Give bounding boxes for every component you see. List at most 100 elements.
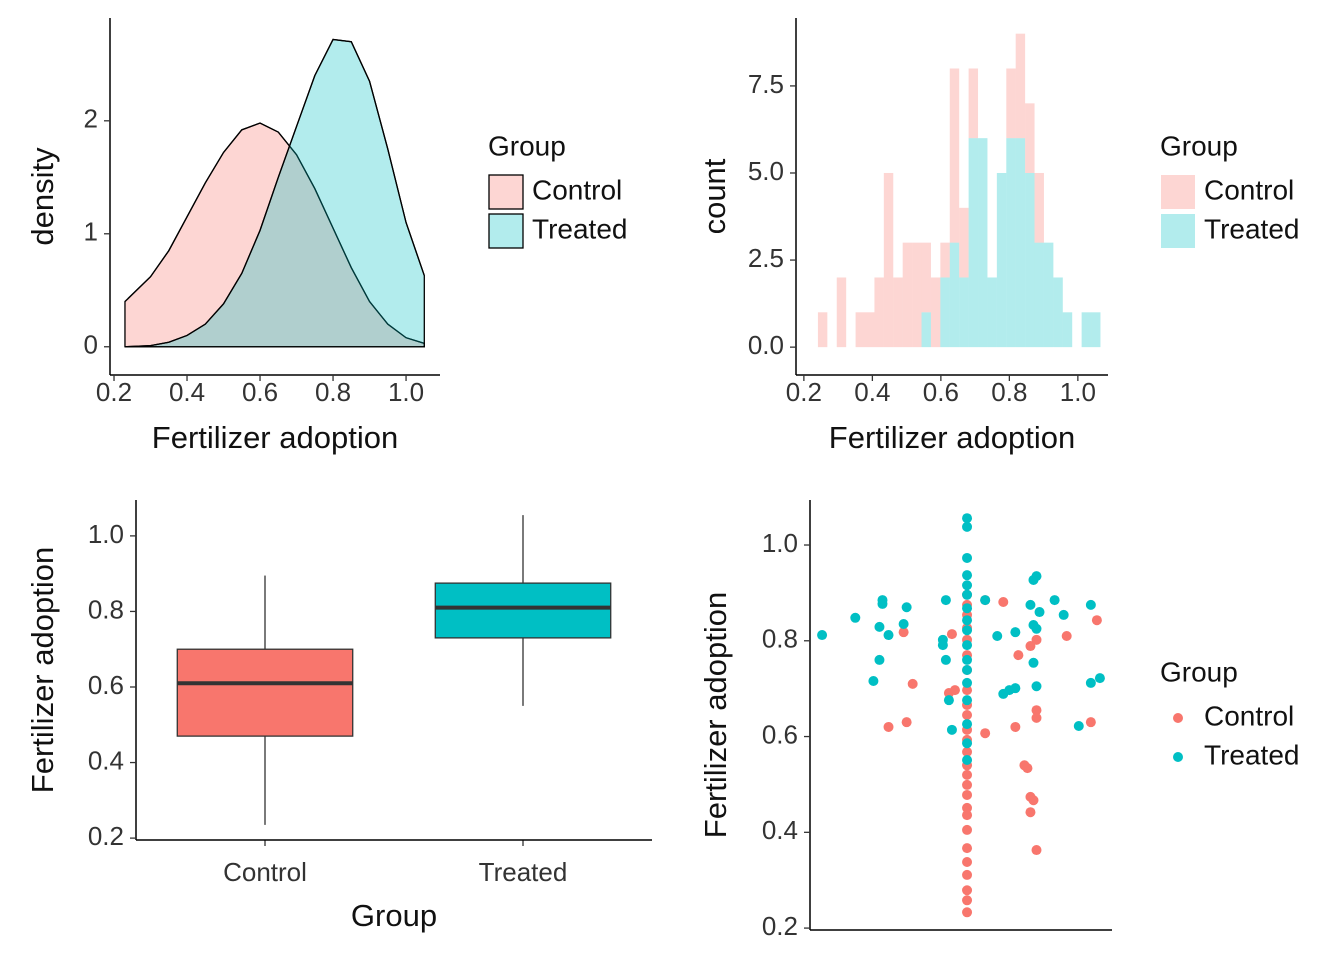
y-tick-label: 0.8 xyxy=(88,594,124,624)
point xyxy=(962,907,973,918)
y-tick-label: 0.4 xyxy=(88,745,124,775)
y-tick-label: 5.0 xyxy=(748,156,784,186)
point xyxy=(1031,845,1042,856)
point xyxy=(1049,595,1060,606)
point xyxy=(817,630,828,641)
histogram-bar xyxy=(978,138,988,348)
histogram-bar xyxy=(959,207,969,278)
histogram-bar xyxy=(968,138,979,348)
point xyxy=(962,685,973,696)
histogram-bar xyxy=(959,277,969,348)
point xyxy=(1010,627,1021,638)
x-tick-label: 0.8 xyxy=(315,377,351,407)
x-tick-label: 0.2 xyxy=(786,377,822,407)
point xyxy=(949,685,960,696)
point xyxy=(946,724,957,735)
y-tick-label: 0.2 xyxy=(88,821,124,851)
histogram-bar xyxy=(865,312,875,348)
histogram-bar xyxy=(940,277,950,348)
point xyxy=(1085,717,1096,728)
legend-key xyxy=(1173,713,1183,723)
histogram-bar xyxy=(883,172,894,348)
point xyxy=(883,630,894,641)
point xyxy=(937,640,948,651)
y-tick-label: 0 xyxy=(84,330,98,360)
point xyxy=(940,654,951,665)
point xyxy=(962,769,973,780)
point xyxy=(1034,607,1045,618)
point xyxy=(1025,807,1036,818)
point xyxy=(883,721,894,732)
legend-title: Group xyxy=(488,130,566,161)
point xyxy=(940,595,951,606)
point xyxy=(1073,721,1084,732)
y-tick-label: 7.5 xyxy=(748,69,784,99)
histogram-bar xyxy=(930,277,941,348)
histogram-bar xyxy=(1081,312,1092,348)
histogram-bar xyxy=(1015,33,1026,139)
point xyxy=(962,810,973,821)
point xyxy=(868,676,879,687)
point xyxy=(962,580,973,591)
y-tick-label: 1 xyxy=(84,217,98,247)
point xyxy=(898,627,909,638)
point xyxy=(1022,763,1033,774)
point xyxy=(1031,634,1042,645)
histogram-bar xyxy=(1091,312,1101,348)
histogram-bar xyxy=(1062,312,1073,348)
point xyxy=(992,630,1003,641)
legend-title: Group xyxy=(1160,130,1238,161)
point xyxy=(874,654,885,665)
point xyxy=(1031,712,1042,723)
x-tick-label: 0.4 xyxy=(169,377,205,407)
point xyxy=(998,596,1009,607)
point xyxy=(962,603,973,614)
point xyxy=(962,746,973,757)
histogram-bar xyxy=(902,242,913,348)
point xyxy=(1010,683,1021,694)
point xyxy=(1031,705,1042,716)
legend-key xyxy=(488,174,524,210)
y-tick-label: 1.0 xyxy=(88,519,124,549)
point xyxy=(962,895,973,906)
histogram-bar xyxy=(1034,172,1044,243)
x-axis-title: Group xyxy=(351,898,437,933)
legend-label: Treated xyxy=(1204,213,1299,244)
point xyxy=(962,654,973,665)
point xyxy=(1091,615,1102,626)
y-axis-title: Fertilizer adoption xyxy=(698,592,733,838)
y-tick-label: 0.0 xyxy=(748,330,784,360)
legend-key xyxy=(1161,214,1195,248)
legend-label: Control xyxy=(1204,700,1294,731)
point xyxy=(998,688,1009,699)
y-tick-label: 0.4 xyxy=(762,815,798,845)
y-tick-label: 0.2 xyxy=(762,911,798,941)
y-tick-label: 0.8 xyxy=(762,624,798,654)
legend-label: Control xyxy=(532,174,622,205)
y-axis-title: Fertilizer adoption xyxy=(25,547,60,793)
point xyxy=(962,869,973,880)
point xyxy=(962,664,973,675)
point xyxy=(901,717,912,728)
point xyxy=(1058,609,1069,620)
y-tick-label: 1.0 xyxy=(762,528,798,558)
point xyxy=(1025,599,1036,610)
point xyxy=(980,595,991,606)
point xyxy=(1028,795,1039,806)
legend-key xyxy=(1161,175,1195,209)
x-tick-label: Control xyxy=(223,857,307,887)
point xyxy=(898,619,909,630)
point xyxy=(946,629,957,640)
histogram-bar xyxy=(1034,242,1044,348)
histogram-bar xyxy=(921,242,931,313)
point xyxy=(962,719,973,730)
point xyxy=(962,677,973,688)
point xyxy=(962,570,973,581)
point xyxy=(850,612,861,623)
histogram-bar xyxy=(893,277,903,348)
point xyxy=(1028,657,1039,668)
point xyxy=(962,824,973,835)
histogram-bar xyxy=(874,277,884,348)
histogram-bar xyxy=(1025,103,1035,173)
